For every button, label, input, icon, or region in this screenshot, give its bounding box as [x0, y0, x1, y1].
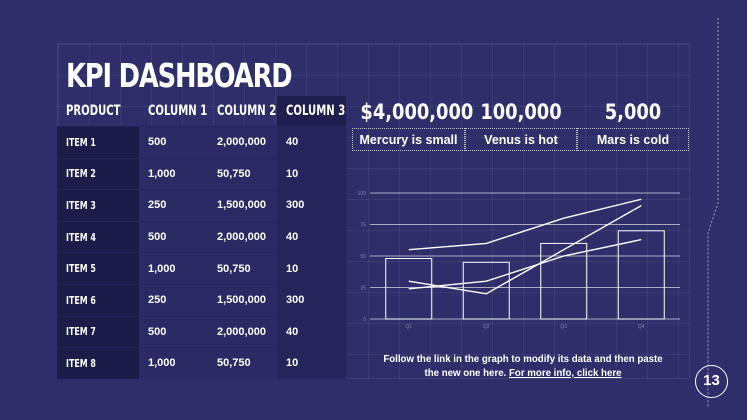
- table-row: ITEM 5 1,000 50,750 10: [57, 252, 346, 285]
- product-cell: ITEM 4: [57, 220, 139, 253]
- value-cell: 250: [139, 189, 208, 222]
- table-row: ITEM 1 500 2,000,000 40: [57, 126, 346, 159]
- product-cell: ITEM 5: [57, 252, 139, 285]
- table-row: ITEM 2 1,000 50,750 10: [57, 157, 346, 190]
- header-product: PRODUCT: [66, 103, 121, 119]
- x-tick-label: Q2: [483, 324, 490, 330]
- kpi-value-3: 5,000: [604, 100, 662, 124]
- series-line: [408, 238, 642, 290]
- product-cell: ITEM 8: [57, 347, 139, 379]
- value-cell: 2,000,000: [208, 315, 277, 348]
- product-cell: ITEM 7: [57, 315, 139, 348]
- value-cell: 50,750: [208, 252, 277, 285]
- value-cell: 10: [277, 347, 346, 379]
- x-tick-label: Q3: [560, 324, 567, 330]
- table-row: ITEM 8 1,000 50,750 10: [57, 347, 346, 379]
- product-cell: ITEM 2: [57, 157, 139, 190]
- value-cell: 50,750: [208, 157, 277, 190]
- value-cell: 2,000,000: [208, 220, 277, 253]
- table-row: ITEM 4 500 2,000,000 40: [57, 220, 346, 253]
- value-cell: 50,750: [208, 347, 277, 379]
- series-line: [408, 198, 642, 251]
- decorative-line: [707, 18, 719, 408]
- product-cell: ITEM 6: [57, 283, 139, 317]
- value-cell: 1,000: [139, 157, 208, 190]
- value-cell: 40: [277, 315, 346, 348]
- value-cell: 500: [139, 126, 208, 159]
- kpi-value-2: 100,000: [480, 100, 562, 124]
- product-cell: ITEM 1: [57, 126, 139, 159]
- value-cell: 10: [277, 252, 346, 285]
- value-cell: 300: [277, 189, 346, 222]
- note-body: Follow the link in the graph to modify i…: [383, 354, 663, 379]
- y-tick-label: 25: [360, 286, 366, 292]
- page-title: KPI DASHBOARD: [66, 56, 293, 95]
- value-cell: 10: [277, 157, 346, 190]
- value-cell: 1,000: [139, 347, 208, 379]
- page-number: 13: [695, 365, 728, 398]
- x-tick-label: Q4: [638, 324, 645, 330]
- chart-bar: [385, 258, 433, 320]
- chart-bar: [617, 230, 665, 320]
- kpi-table: PRODUCT COLUMN 1 COLUMN 2 COLUMN 3 ITEM …: [57, 96, 346, 379]
- header-column-2: COLUMN 2: [217, 103, 277, 119]
- table-row: ITEM 3 250 1,500,000 300: [57, 189, 346, 222]
- header-column-3: COLUMN 3: [277, 96, 346, 127]
- value-cell: 40: [277, 220, 346, 253]
- table-row: ITEM 7 500 2,000,000 40: [57, 315, 346, 348]
- series-line: [408, 204, 642, 295]
- value-cell: 250: [139, 283, 208, 317]
- x-tick-label: Q1: [405, 324, 412, 330]
- note-text: Follow the link in the graph to modify i…: [380, 353, 666, 381]
- table-header-row: PRODUCT COLUMN 1 COLUMN 2 COLUMN 3: [57, 96, 346, 127]
- kpi-label-1: Mercury is small: [352, 128, 465, 151]
- product-cell: ITEM 3: [57, 189, 139, 222]
- value-cell: 500: [139, 315, 208, 348]
- value-cell: 1,000: [139, 252, 208, 285]
- y-tick-label: 75: [360, 223, 366, 229]
- chart-bar: [540, 242, 588, 320]
- value-cell: 40: [277, 126, 346, 159]
- y-tick-label: 50: [360, 254, 366, 260]
- more-info-link[interactable]: For more info, click here: [509, 368, 622, 379]
- kpi-value-1: $4,000,000: [360, 100, 474, 124]
- value-cell: 500: [139, 220, 208, 253]
- y-tick-label: 0: [363, 317, 366, 323]
- kpi-label-2: Venus is hot: [465, 128, 577, 151]
- value-cell: 300: [277, 283, 346, 317]
- value-cell: 1,500,000: [208, 283, 277, 317]
- value-cell: 1,500,000: [208, 189, 277, 222]
- kpi-label-3: Mars is cold: [577, 128, 689, 151]
- table-row: ITEM 6 250 1,500,000 300: [57, 283, 346, 317]
- y-tick-label: 100: [358, 191, 367, 197]
- kpi-chart[interactable]: 0 25 50 75 100 Q1 Q2 Q3 Q4: [348, 180, 688, 335]
- header-column-1: COLUMN 1: [148, 103, 208, 119]
- value-cell: 2,000,000: [208, 126, 277, 159]
